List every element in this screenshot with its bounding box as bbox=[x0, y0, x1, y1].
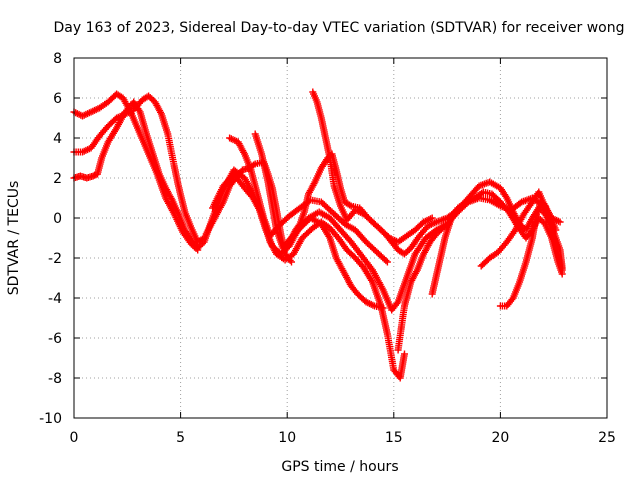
x-tick-label: 25 bbox=[598, 430, 616, 446]
series-track-3 bbox=[70, 98, 408, 382]
x-tick-label: 15 bbox=[385, 430, 403, 446]
grid-lines bbox=[74, 58, 607, 418]
y-tick-label: -10 bbox=[39, 411, 62, 427]
data-markers bbox=[70, 88, 566, 382]
series-track-9 bbox=[309, 88, 436, 246]
data-point bbox=[379, 304, 387, 312]
data-point bbox=[401, 350, 408, 358]
y-tick-label: 0 bbox=[53, 211, 62, 227]
data-point bbox=[382, 257, 390, 265]
chart-title: Day 163 of 2023, Sidereal Day-to-day VTE… bbox=[54, 20, 625, 36]
data-point bbox=[556, 218, 564, 226]
y-tick-label: -4 bbox=[48, 291, 62, 307]
plot-frame bbox=[73, 57, 608, 419]
data-point bbox=[558, 266, 566, 274]
x-tick-label: 0 bbox=[70, 430, 79, 446]
data-point bbox=[250, 161, 258, 169]
x-tick-label: 10 bbox=[278, 430, 296, 446]
data-point bbox=[383, 258, 391, 266]
y-tick-label: 6 bbox=[53, 91, 62, 107]
data-point bbox=[428, 214, 436, 222]
y-tick-label: 8 bbox=[53, 51, 62, 67]
x-axis-label: GPS time / hours bbox=[281, 459, 398, 475]
series-track-13 bbox=[496, 198, 566, 310]
series-track-7 bbox=[202, 158, 295, 266]
data-point bbox=[508, 296, 516, 304]
x-tick-label: 20 bbox=[491, 430, 509, 446]
y-axis-label: SDTVAR / TECUs bbox=[6, 181, 22, 296]
y-tick-label: -2 bbox=[48, 251, 62, 267]
y-tick-label: -8 bbox=[48, 371, 62, 387]
data-point bbox=[288, 258, 295, 266]
data-point bbox=[286, 256, 294, 264]
series-track-5 bbox=[226, 134, 391, 266]
x-tick-label: 5 bbox=[176, 430, 185, 446]
series-track-2 bbox=[70, 92, 208, 246]
y-tick-label: 2 bbox=[53, 171, 62, 187]
data-point bbox=[393, 300, 401, 308]
tick-labels: 0 5 10 15 20 25 -10 -8 -6 -4 -2 0 2 4 6 8 bbox=[39, 51, 616, 446]
y-tick-label: -6 bbox=[48, 331, 62, 347]
y-tick-label: 4 bbox=[53, 131, 62, 147]
data-point bbox=[346, 201, 354, 209]
